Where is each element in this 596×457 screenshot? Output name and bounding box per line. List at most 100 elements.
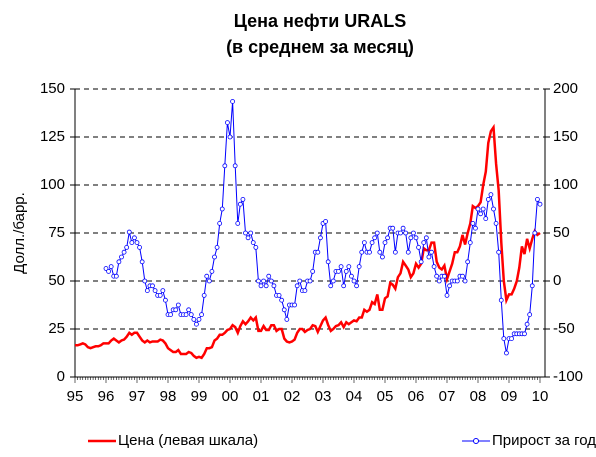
series-marker [175, 302, 181, 308]
x-tick-label: 09 [501, 388, 518, 405]
series-marker [318, 235, 323, 241]
series-marker [460, 273, 465, 279]
series-marker [488, 192, 494, 198]
series-marker [372, 235, 378, 241]
series-marker [382, 240, 388, 246]
series-marker [266, 273, 272, 279]
x-tick-label: 00 [222, 388, 239, 405]
series-marker [232, 163, 238, 169]
series-marker [325, 259, 331, 265]
series-marker [116, 259, 122, 265]
series-marker [434, 273, 440, 279]
series-marker [212, 254, 217, 260]
y-tick-label: 125 [40, 128, 65, 145]
y2-tick-label: 100 [553, 176, 578, 193]
series-marker [119, 254, 124, 260]
series-marker [209, 268, 215, 274]
series-marker [429, 249, 434, 255]
y-tick-label: 75 [48, 224, 65, 241]
series-marker [201, 292, 207, 298]
series-marker [346, 264, 352, 270]
series-marker [369, 240, 375, 246]
series-marker [467, 240, 473, 246]
series-marker [532, 230, 538, 236]
series-marker [194, 321, 199, 327]
series-marker [400, 225, 406, 231]
series-marker [501, 336, 507, 342]
series-marker [310, 268, 316, 274]
chart-subtitle: (в среднем за месяц) [226, 37, 414, 57]
series-marker [361, 240, 367, 246]
series-marker [398, 230, 403, 236]
series-marker [421, 240, 427, 246]
series-marker [230, 99, 235, 104]
series-marker [454, 278, 460, 284]
series-marker [480, 206, 486, 212]
series-marker [328, 283, 334, 289]
series-marker [103, 266, 109, 271]
series-marker [485, 196, 491, 202]
series-marker [137, 244, 142, 250]
series-marker [199, 312, 204, 318]
series-marker [475, 206, 481, 212]
series-marker [268, 278, 274, 284]
series-marker [144, 288, 150, 294]
series-marker [261, 278, 266, 284]
series-marker [504, 350, 509, 356]
series-marker [132, 235, 137, 241]
x-tick-label: 96 [98, 388, 115, 405]
series-marker [491, 206, 496, 212]
series-marker [214, 244, 220, 250]
series-marker [462, 278, 468, 284]
series-marker [235, 220, 241, 226]
legend-label: Прирост за год [492, 432, 596, 449]
series-marker [447, 283, 452, 289]
chart-title: Цена нефти URALS [234, 11, 407, 31]
series-marker [522, 331, 527, 337]
y-tick-label: 25 [48, 320, 65, 337]
series-marker [204, 273, 210, 279]
series-marker [354, 283, 359, 289]
series-marker [237, 201, 243, 207]
y2-tick-label: 200 [553, 80, 578, 97]
series-marker [217, 220, 223, 226]
series-marker [323, 219, 328, 224]
x-tick-label: 98 [160, 388, 177, 405]
series-marker [405, 249, 411, 255]
series-marker [206, 278, 212, 284]
series-marker [436, 278, 442, 284]
series-marker [163, 297, 168, 303]
series-marker [527, 312, 533, 318]
series-marker [243, 230, 248, 236]
series-marker [483, 216, 489, 222]
x-tick-label: 05 [377, 388, 394, 405]
series-marker [191, 316, 197, 322]
series-marker [509, 336, 514, 342]
y2-tick-label: -50 [553, 320, 575, 337]
series-marker [359, 249, 365, 255]
series-marker [465, 259, 471, 265]
series-marker [478, 211, 483, 217]
series-marker [157, 292, 163, 298]
series-marker [403, 230, 409, 236]
series-marker [496, 249, 502, 255]
legend-label: Цена (левая шкала) [118, 432, 258, 449]
series-marker [418, 259, 424, 265]
x-tick-label: 95 [67, 388, 84, 405]
series-marker [431, 264, 437, 270]
series-marker [442, 273, 447, 279]
x-tick-label: 97 [129, 388, 146, 405]
y-axis-label: Долл./барр. [11, 192, 28, 274]
series-marker [498, 297, 504, 303]
series-marker [338, 264, 344, 270]
y2-tick-label: -100 [553, 368, 583, 385]
series-marker [385, 235, 390, 241]
series-marker [126, 229, 132, 235]
series-marker [408, 235, 414, 241]
y-tick-label: 50 [48, 272, 65, 289]
series-marker [529, 283, 535, 289]
series-marker [341, 283, 347, 289]
series-marker [413, 235, 419, 241]
x-tick-label: 10 [532, 388, 549, 405]
